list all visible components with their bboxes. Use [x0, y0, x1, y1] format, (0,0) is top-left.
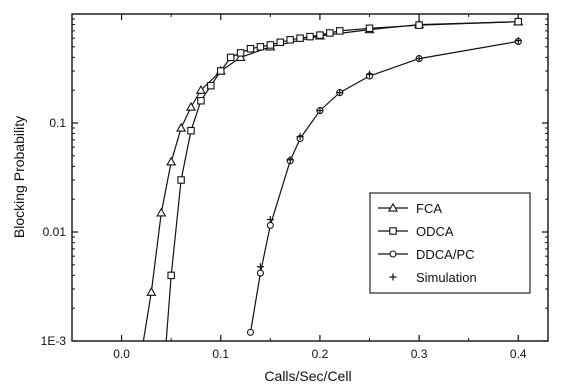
data-point-odca — [197, 97, 205, 105]
y-tick-label: 1E-3 — [41, 334, 67, 348]
data-point-odca — [207, 81, 215, 90]
plot-frame — [71, 13, 549, 342]
data-point-fca — [185, 101, 197, 111]
series-simulation — [256, 37, 522, 271]
legend-marker-simulation — [389, 273, 397, 281]
y-tick-label: 0.01 — [43, 225, 67, 239]
data-point-simulation — [266, 216, 274, 224]
y-tick-label: 0.1 — [49, 116, 66, 130]
x-tick-label: 0.4 — [510, 347, 527, 361]
data-point-odca — [415, 21, 423, 29]
data-point-odca — [335, 27, 344, 35]
data-point-odca — [316, 31, 324, 39]
series-line-fca — [142, 21, 519, 341]
data-point-odca — [286, 36, 294, 44]
data-point-odca — [514, 17, 522, 26]
data-point-fca — [195, 84, 206, 94]
x-tick-label: 0.2 — [312, 347, 329, 361]
x-tick-label: 0.3 — [411, 347, 428, 361]
series-odca — [165, 17, 522, 341]
data-point-fca — [235, 52, 246, 62]
data-point-odca — [326, 29, 334, 37]
data-point-odca — [226, 53, 235, 62]
legend-marker-ddca-pc — [389, 250, 397, 258]
data-point-simulation — [366, 70, 373, 78]
data-point-simulation — [286, 156, 294, 164]
data-point-ddca-pc — [266, 221, 274, 229]
x-tick-label: 0.1 — [212, 347, 229, 361]
y-axis-label: Blocking Probability — [11, 116, 27, 238]
data-point-fca — [166, 156, 177, 166]
series-layer — [142, 16, 524, 341]
legend-label-simulation: Simulation — [416, 270, 477, 285]
data-point-simulation — [336, 89, 344, 97]
data-point-fca — [176, 122, 187, 132]
data-point-odca — [236, 49, 245, 57]
x-tick-label: 0.0 — [113, 347, 130, 361]
data-point-simulation — [316, 107, 324, 115]
data-point-simulation — [514, 37, 522, 45]
series-line-odca — [165, 21, 519, 341]
data-point-fca — [146, 287, 157, 296]
legend-label-odca: ODCA — [416, 224, 454, 239]
data-point-odca — [296, 34, 304, 42]
axes: 0.0 0.1 0.2 0.3 0.4 1E-3 0.01 0.1 — [41, 13, 549, 361]
data-point-odca — [256, 43, 265, 51]
data-point-odca — [306, 32, 314, 41]
data-point-odca — [217, 67, 225, 75]
data-point-ddca-pc — [246, 328, 255, 336]
data-point-odca — [177, 176, 185, 184]
data-point-odca — [246, 44, 255, 53]
x-axis-label: Calls/Sec/Cell — [264, 368, 351, 384]
legend-marker-odca — [389, 227, 397, 235]
data-point-simulation — [296, 133, 304, 141]
data-point-odca — [365, 24, 374, 33]
legend-label-fca: FCA — [416, 201, 442, 216]
data-point-fca — [156, 207, 167, 217]
data-point-simulation — [415, 55, 423, 63]
series-line-ddca-pc — [249, 40, 519, 333]
data-point-odca — [276, 38, 284, 47]
data-point-odca — [167, 271, 175, 280]
data-point-simulation — [256, 263, 264, 271]
legend-label-ddca-pc: DDCA/PC — [416, 247, 475, 262]
legend: FCA ODCA DDCA/PC Simulation — [369, 192, 531, 294]
legend-marker-fca — [387, 202, 399, 212]
data-point-odca — [266, 41, 275, 49]
data-point-ddca-pc — [256, 269, 264, 277]
data-point-odca — [187, 126, 195, 135]
